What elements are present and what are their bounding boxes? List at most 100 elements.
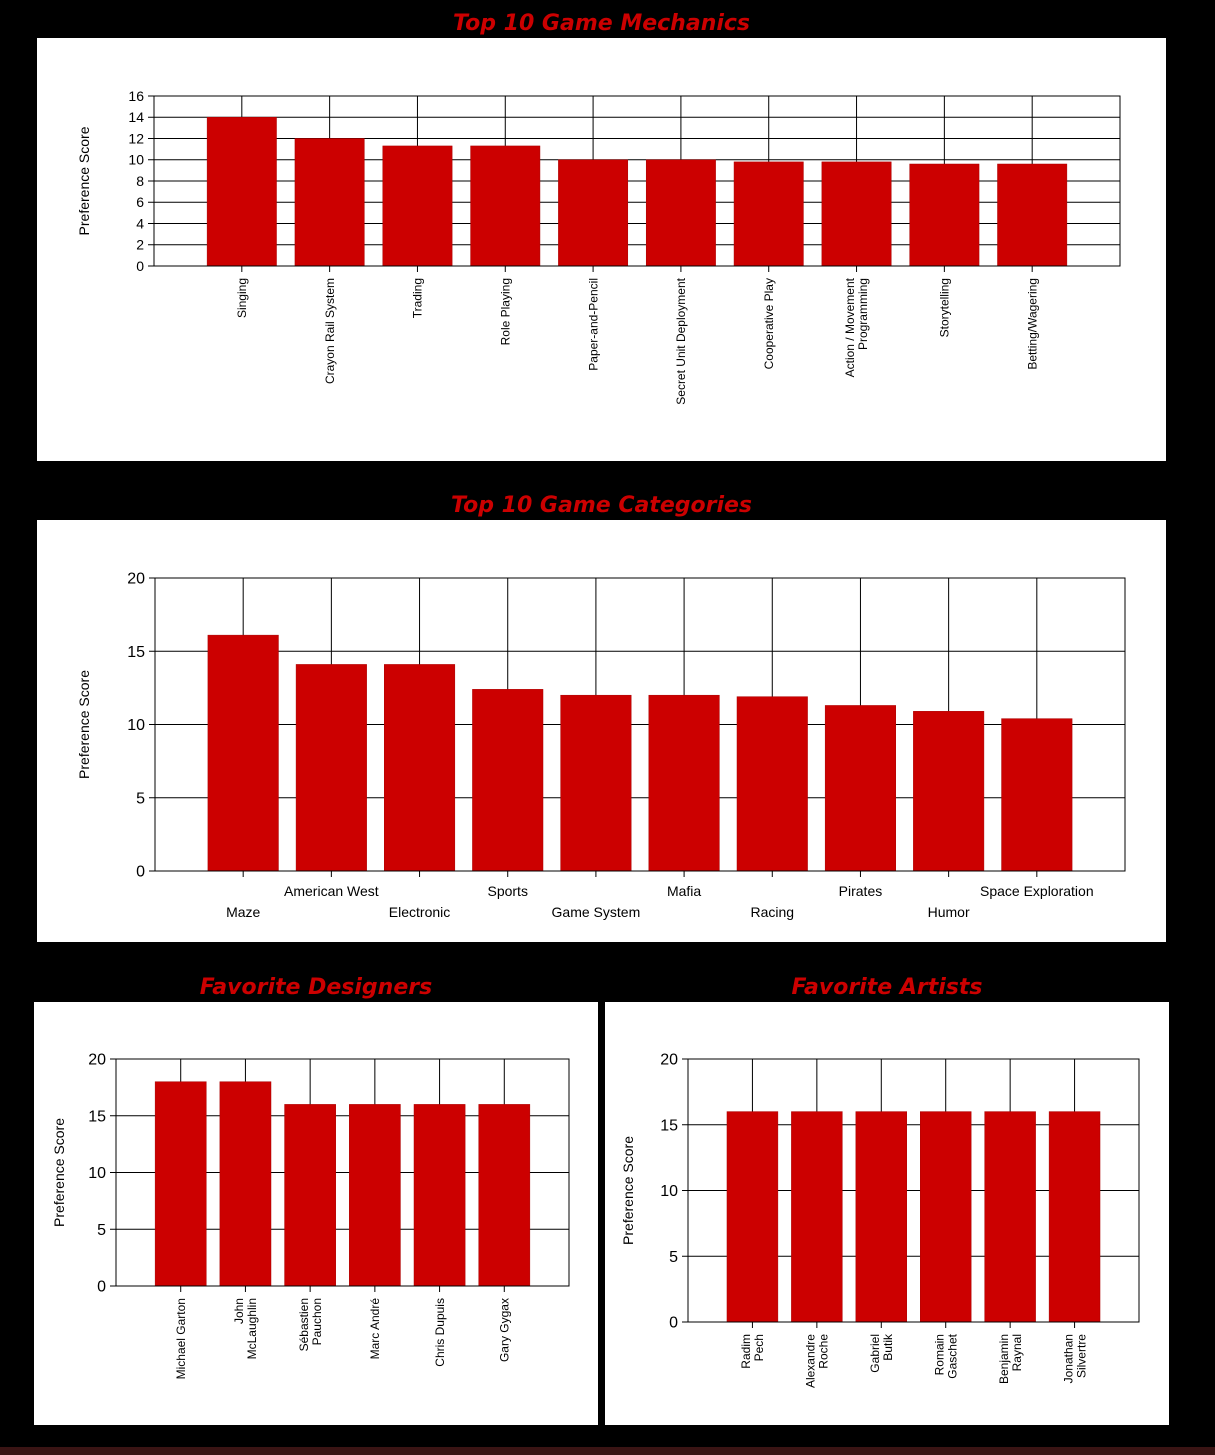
y-tick-label: 15 xyxy=(660,1117,678,1134)
bar xyxy=(791,1111,843,1323)
x-category-label: Pirates xyxy=(839,883,883,899)
y-tick-label: 4 xyxy=(136,215,144,231)
x-category-label: Electronic xyxy=(389,904,450,920)
y-tick-label: 10 xyxy=(660,1183,678,1200)
y-tick-label: 15 xyxy=(88,1108,106,1125)
x-category-label: Cooperative Play xyxy=(762,278,776,369)
x-category-label: Humor xyxy=(928,904,970,920)
bar xyxy=(821,161,892,267)
x-category-label: AlexandreRoche xyxy=(804,1334,831,1388)
x-category-label: SébastienPauchon xyxy=(297,1298,324,1351)
bar xyxy=(736,696,808,872)
x-category-label: Secret Unit Deployment xyxy=(674,277,688,404)
mechanics-bar-chart: 0 2 4 6 8 10 12 14 16 Preference Score Singing Cray… xyxy=(76,88,1121,405)
x-category-label: Michael Garton xyxy=(174,1298,188,1379)
y-tick-label: 5 xyxy=(669,1249,678,1266)
x-category-label: RadimPech xyxy=(739,1334,766,1369)
x-category-label: Chris Dupuis xyxy=(433,1298,447,1367)
bar xyxy=(413,1104,466,1287)
y-tick-label: 5 xyxy=(136,790,145,807)
bar xyxy=(997,163,1068,267)
bar xyxy=(648,694,720,872)
bar xyxy=(349,1104,401,1287)
bar xyxy=(472,689,544,872)
bar xyxy=(382,145,453,267)
bar xyxy=(154,1081,207,1287)
plot-frame xyxy=(687,1058,1140,1323)
x-category-label: JohnMcLaughlin xyxy=(232,1298,259,1359)
mechanics-chart-title: Top 10 Game Mechanics xyxy=(452,11,751,36)
designers-bar-chart: 0 5 10 15 20 Preference Score Michael Garton Jo… xyxy=(51,1052,570,1379)
x-category-label: Racing xyxy=(750,904,794,920)
x-category-label: JonathanSilvertre xyxy=(1061,1334,1088,1384)
y-tick-label: 20 xyxy=(127,571,145,588)
bar xyxy=(920,1111,972,1323)
bar xyxy=(1048,1111,1101,1323)
x-category-label: GabrielButik xyxy=(868,1333,895,1373)
x-category-label: Action / MovementProgramming xyxy=(843,277,870,377)
y-tick-label: 10 xyxy=(128,152,144,168)
bar xyxy=(824,705,896,872)
y-axis-title: Preference Score xyxy=(51,1118,67,1227)
x-category-label: Gary Gygax xyxy=(497,1298,511,1362)
y-tick-label: 5 xyxy=(97,1222,106,1239)
categories-chart-panel: 0 5 10 15 20 Preference Score Maze American Wes… xyxy=(37,520,1166,942)
y-tick-label: 8 xyxy=(136,173,144,189)
y-tick-label: 2 xyxy=(136,237,144,253)
bar xyxy=(558,159,629,267)
bar xyxy=(295,664,367,872)
x-category-label: Marc André xyxy=(368,1298,382,1360)
plot-frame xyxy=(115,1058,570,1287)
bar xyxy=(470,145,541,267)
bottom-strip xyxy=(0,1447,1215,1455)
y-axis-title: Preference Score xyxy=(76,126,92,235)
bar xyxy=(733,161,804,267)
plot-frame xyxy=(153,95,1121,267)
y-axis-title: Preference Score xyxy=(620,1136,636,1245)
bar xyxy=(1001,718,1073,872)
bar xyxy=(645,159,716,267)
x-category-label: Sports xyxy=(487,883,527,899)
bar xyxy=(913,711,985,872)
x-category-label: RomainGaschet xyxy=(932,1333,959,1378)
x-category-label: Betting/Wagering xyxy=(1025,278,1039,370)
y-tick-label: 6 xyxy=(136,194,144,210)
bar xyxy=(560,694,632,872)
x-category-label: Singing xyxy=(235,278,249,318)
x-category-label: Crayon Rail System xyxy=(323,278,337,384)
bar xyxy=(219,1081,272,1287)
bar xyxy=(207,634,279,872)
bar xyxy=(478,1104,531,1287)
y-tick-label: 20 xyxy=(88,1052,106,1069)
y-tick-label: 10 xyxy=(88,1165,106,1182)
x-category-label: American West xyxy=(284,883,379,899)
artists-chart-panel: 0 5 10 15 20 Preference Score RadimPech Alexand… xyxy=(605,1002,1169,1425)
x-category-label: Space Exploration xyxy=(980,883,1094,899)
designers-chart-panel: 0 5 10 15 20 Preference Score Michael Garton Jo… xyxy=(34,1002,598,1425)
bar xyxy=(855,1111,907,1323)
x-category-label: Role Playing xyxy=(498,278,512,345)
y-tick-label: 16 xyxy=(128,88,144,104)
x-category-label: Storytelling xyxy=(938,278,952,337)
x-category-label: Game System xyxy=(552,904,641,920)
artists-bar-chart: 0 5 10 15 20 Preference Score RadimPech Alexand… xyxy=(620,1052,1140,1388)
categories-chart-title: Top 10 Game Categories xyxy=(450,493,753,518)
y-tick-label: 0 xyxy=(669,1315,678,1332)
y-tick-label: 20 xyxy=(660,1052,678,1069)
y-tick-label: 15 xyxy=(127,644,145,661)
mechanics-chart-panel: 0 2 4 6 8 10 12 14 16 Preference Score Singing Cray… xyxy=(37,38,1166,461)
x-category-label: Maze xyxy=(226,904,260,920)
bar xyxy=(206,117,277,267)
x-category-label: BenjaminRaynal xyxy=(997,1334,1024,1384)
x-category-label: Paper-and-Pencil xyxy=(586,278,600,371)
designers-chart-title: Favorite Designers xyxy=(199,975,433,1000)
y-tick-label: 10 xyxy=(127,717,145,734)
categories-bar-chart: 0 5 10 15 20 Preference Score Maze American Wes… xyxy=(76,571,1126,920)
y-tick-label: 14 xyxy=(128,109,144,125)
y-tick-label: 0 xyxy=(97,1279,106,1296)
x-category-label: Mafia xyxy=(667,883,701,899)
bar xyxy=(384,664,456,872)
bar xyxy=(726,1111,779,1323)
y-tick-label: 0 xyxy=(136,864,145,881)
bar xyxy=(909,163,980,267)
